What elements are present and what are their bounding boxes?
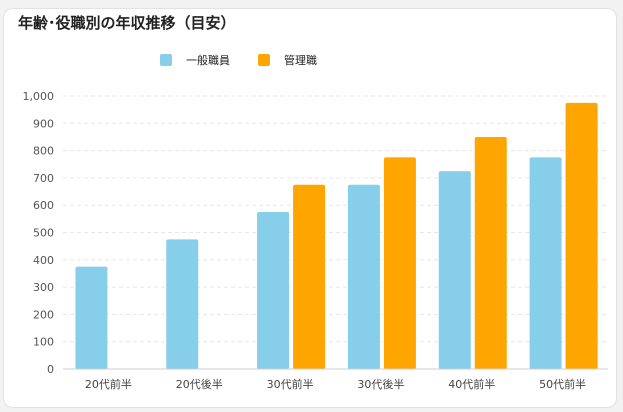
- chart-legend: 一般職員 管理職: [160, 52, 317, 68]
- y-tick-label: 1,000: [23, 90, 55, 103]
- x-tick-label: 50代前半: [539, 377, 586, 391]
- bar-general: [529, 157, 562, 369]
- bar-manager: [474, 136, 507, 369]
- chart-title: 年齢･役職別の年収推移（目安）: [18, 14, 236, 32]
- bars: [75, 102, 598, 369]
- bar-manager: [565, 102, 598, 369]
- y-tick-label: 800: [33, 145, 54, 158]
- bar-general: [347, 184, 380, 369]
- bar-manager: [293, 184, 326, 369]
- legend-swatch-manager: [258, 54, 270, 66]
- x-tick-label: 40代前半: [448, 377, 495, 391]
- x-tick-label: 20代後半: [176, 377, 223, 391]
- x-tick-label: 30代後半: [357, 377, 404, 391]
- legend-swatch-general: [160, 54, 172, 66]
- y-tick-label: 500: [33, 227, 54, 240]
- grid-lines: [63, 95, 608, 370]
- bar-general: [438, 171, 471, 369]
- y-tick-label: 700: [33, 172, 54, 185]
- x-tick-label: 30代前半: [267, 377, 314, 391]
- y-tick-label: 0: [47, 363, 54, 376]
- legend-label-general: 一般職員: [186, 54, 230, 67]
- legend-item-manager: 管理職: [258, 52, 317, 68]
- y-tick-label: 900: [33, 117, 54, 130]
- bar-general: [75, 266, 108, 369]
- bar-general: [257, 212, 290, 369]
- bar-general: [166, 239, 199, 369]
- x-axis-ticks: 20代前半 20代後半 30代前半 30代後半 40代前半 50代前半: [85, 377, 586, 391]
- y-tick-label: 100: [33, 336, 54, 349]
- bar-manager: [383, 157, 416, 369]
- y-tick-label: 200: [33, 308, 54, 321]
- y-tick-label: 600: [33, 199, 54, 212]
- y-axis-ticks: 0 100 200 300 400 500 600 700 800 900 1,000: [23, 90, 55, 376]
- x-tick-label: 20代前半: [85, 377, 132, 391]
- legend-label-manager: 管理職: [284, 54, 317, 67]
- legend-item-general: 一般職員: [160, 52, 230, 68]
- y-tick-label: 300: [33, 281, 54, 294]
- y-tick-label: 400: [33, 254, 54, 267]
